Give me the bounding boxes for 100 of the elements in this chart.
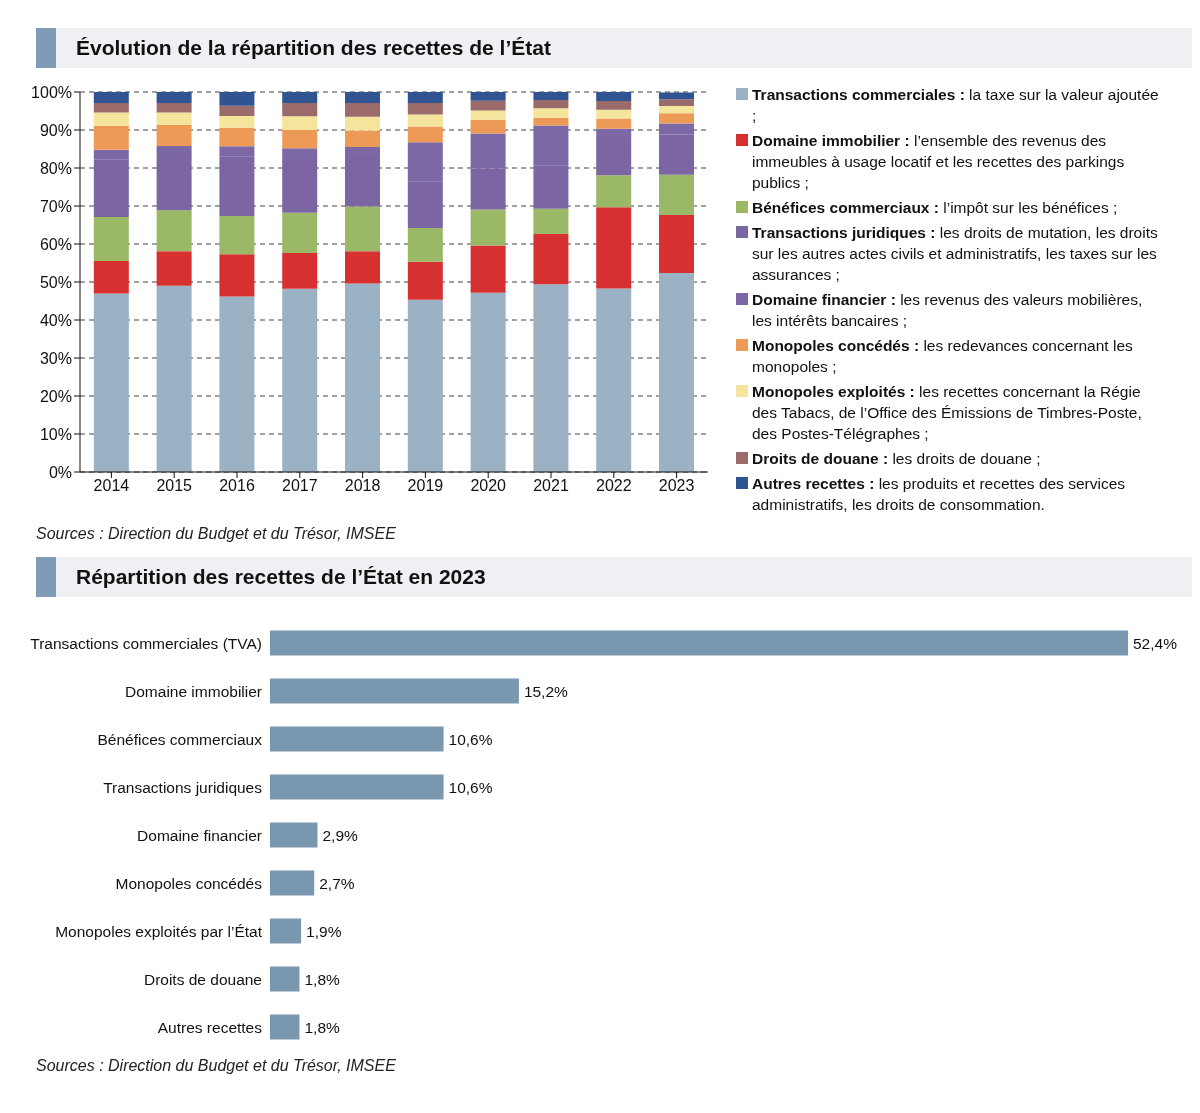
x-tick-label: 2014 [93,477,130,495]
bar [93,261,129,294]
text: Transactions commerciales : la taxe sur la valeur ajoutée ; [752,86,1159,124]
source-note: Sources : Direction du Budget et du Trésor, IMSEE [36,1057,397,1075]
legend-label: Domaine financier : les revenus des valeurs mobilières, les intérêts bancaires ; [752,291,1143,329]
legend-label: Bénéfices commerciaux : l’impôt sur les bénéfices ; [752,199,1118,216]
bar [345,116,381,131]
bar [219,215,255,255]
data-label: 10,6% [448,730,493,748]
bar [407,92,443,104]
bar [659,174,695,216]
bar [93,293,129,472]
bar [156,92,192,104]
bar [470,100,506,111]
y-tick-label: Droits de douane [143,970,262,988]
bar [156,285,192,472]
bar [282,130,318,149]
bar [533,234,569,285]
bar [596,175,632,208]
data-label: 1,8% [304,970,341,988]
bar [470,245,506,293]
bar [270,966,300,992]
y-tick-label: Transactions juridiques [103,778,263,796]
bar [407,261,443,300]
bar [407,114,443,127]
legend-label: Transactions juridiques : les droits de mutation, les droits sur les autres actes civils et administratifs, les taxes sur les assurances ; [752,224,1158,283]
bar [219,296,255,472]
bar [407,228,443,262]
y-tick-label: 10% [39,425,72,443]
bar [270,870,315,896]
chart-title: Répartition des recettes de l’État en 2023 [76,565,486,589]
bar [282,92,318,104]
data-label: 2,7% [319,874,355,892]
bar [270,822,318,848]
bar [659,99,695,107]
y-tick-label: 70% [39,197,72,215]
bar [596,92,632,102]
legend-label: Autres recettes : les produits et recettes des services administratifs, les droits de consommation. [752,475,1126,513]
bar [533,99,569,109]
data-label: 10,6% [448,778,493,796]
legend-label: Monopoles exploités : les recettes concernant la Régie des Tabacs, de l’Office des Émissions de Timbres-Poste, des Postes-Télégraphes ; [752,383,1142,442]
bar [470,119,506,134]
legend-label: Domaine immobilier : l’ensemble des revenus des immeubles à usage locatif et les recettes des parkings publics ; [752,132,1125,191]
bar [93,92,129,104]
y-tick-label: 0% [48,463,72,481]
bar [282,288,318,472]
bar [270,774,444,800]
bar [533,108,569,118]
bar [345,130,381,148]
chart-title: Évolution de la répartition des recettes de l’État [76,36,551,60]
bar [156,210,192,252]
y-tick-label: Autres recettes [157,1018,263,1036]
bar [282,253,318,289]
x-tick-label: 2015 [156,477,193,495]
bar [219,105,255,116]
bar [596,207,632,289]
x-tick-label: 2018 [344,477,381,495]
bar [659,92,695,100]
bar [270,1014,300,1040]
bar [533,208,569,235]
bar [345,206,381,252]
bar [596,109,632,119]
y-tick-label: Transactions commerciales (TVA) [30,634,262,652]
x-tick-label: 2021 [533,477,569,495]
bar [270,678,519,704]
bar [270,918,302,944]
bar [345,283,381,472]
bar [345,251,381,284]
bar [470,110,506,120]
bar [219,127,255,147]
text: Monopoles concédés : les redevances concernant les monopoles ; [752,337,1133,375]
bar [470,292,506,472]
bar [659,106,695,114]
bar [596,118,632,129]
data-label: 1,8% [304,1018,341,1036]
data-label: 2,9% [322,826,359,844]
bar [156,251,192,286]
bar [533,284,569,472]
legend-label: Droits de douane : les droits de douane ; [752,450,1041,467]
bar [596,101,632,110]
bar [219,115,255,128]
y-tick-label: 90% [39,121,72,139]
bar [156,125,192,146]
bar [270,726,444,752]
bar [659,272,695,472]
bar [282,116,318,130]
bar [282,212,318,254]
bar [93,125,129,150]
bar [407,126,443,143]
bar [219,92,255,106]
bar [345,103,381,117]
bar [219,254,255,297]
bar [659,113,695,124]
bar [533,92,569,100]
data-label: 52,4% [1133,634,1178,652]
bar [156,112,192,126]
x-tick-label: 2022 [596,477,632,495]
bar [270,630,1128,656]
bar [345,92,381,104]
x-tick-label: 2016 [219,477,255,495]
